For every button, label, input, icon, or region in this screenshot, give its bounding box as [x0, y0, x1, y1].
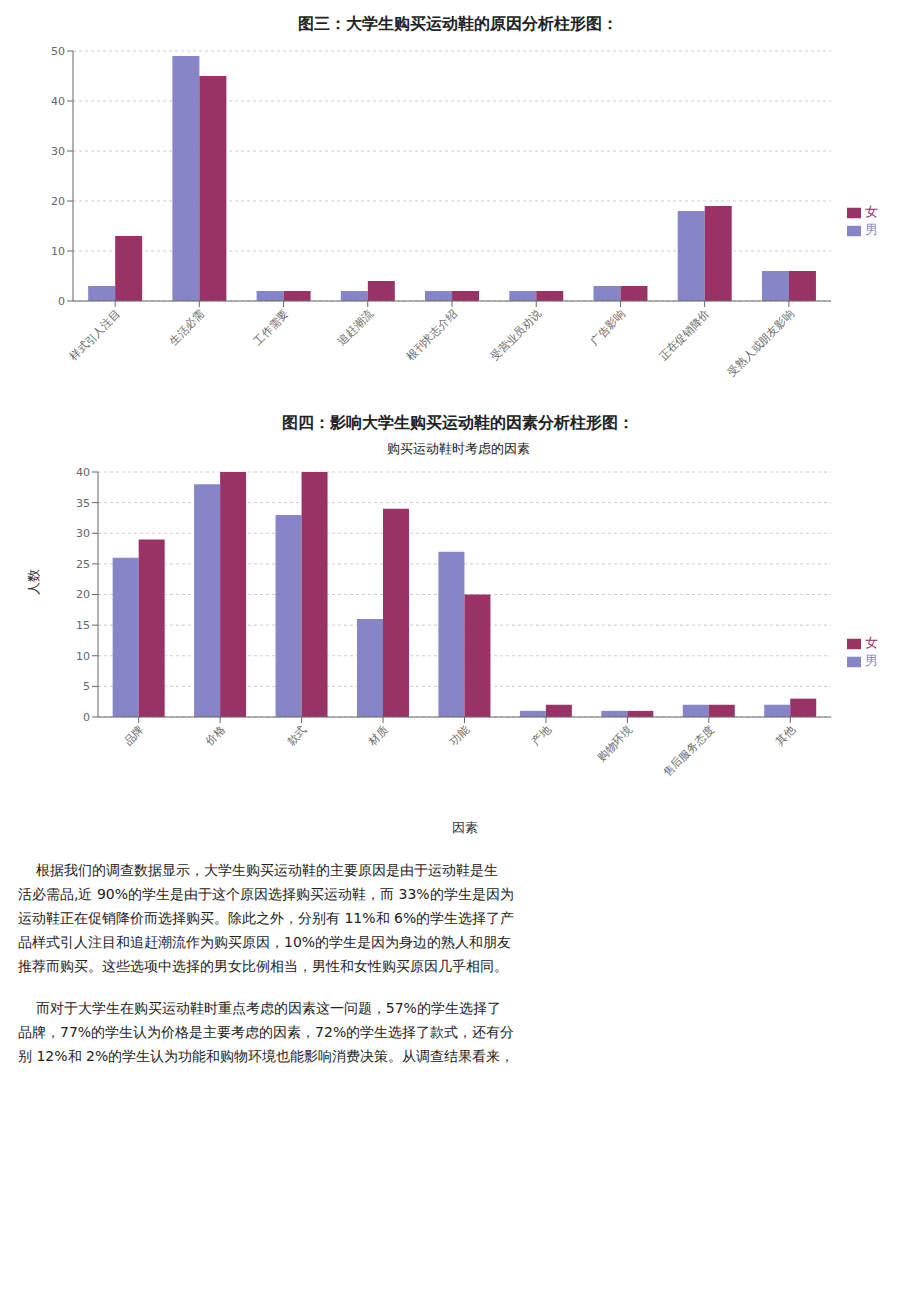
html-text:男: 男 — [865, 653, 878, 668]
svg-text:0: 0 — [83, 711, 90, 724]
html-text:图四：影响大学生购买运动鞋的因素分析柱形图：: 图四：影响大学生购买运动鞋的因素分析柱形图： — [282, 413, 634, 432]
svg-text:根刊求志介绍: 根刊求志介绍 — [404, 307, 460, 363]
html-text:根据我们的调查数据显示，大学生购买运动鞋的主要原因是由于运动: 根据我们的调查数据显示，大学生购买运动鞋的主要原因是由于运动鞋是生 — [18, 862, 498, 878]
svg-text:工作需要: 工作需要 — [251, 307, 291, 347]
svg-text:0: 0 — [58, 295, 65, 308]
svg-text:20: 20 — [51, 195, 65, 208]
svg-text:人数: 人数 — [26, 569, 41, 595]
svg-text:价格: 价格 — [202, 723, 227, 748]
svg-text:功能: 功能 — [447, 723, 472, 748]
svg-text:50: 50 — [51, 45, 65, 58]
svg-text:售后服务态度: 售后服务态度 — [661, 723, 717, 779]
svg-text:材质: 材质 — [365, 723, 390, 748]
svg-text:25: 25 — [76, 558, 90, 571]
html-text:活必需品,近 90%的学生是由于这个原因选择购买运动鞋，而: 活必需品,近 90%的学生是由于这个原因选择购买运动鞋，而 33%的学生是因为 — [18, 886, 514, 902]
svg-text:30: 30 — [51, 145, 65, 158]
svg-text:10: 10 — [76, 650, 90, 663]
svg-text:5: 5 — [83, 680, 90, 693]
html-text:品牌，77%的学生认为价格是主要考虑的因素，72%的学生选择: 品牌，77%的学生认为价格是主要考虑的因素，72%的学生选择了款式，还有分 — [18, 1024, 515, 1040]
svg-text:品牌: 品牌 — [122, 723, 147, 748]
svg-text:样式引人注目: 样式引人注目 — [67, 307, 123, 363]
svg-text:40: 40 — [51, 95, 65, 108]
html-text:品样式引人注目和追赶潮流作为购买原因，10%的学生是因为身边: 品样式引人注目和追赶潮流作为购买原因，10%的学生是因为身边的熟人和朋友 — [18, 934, 512, 950]
svg-text:受熟人或朋友影响: 受熟人或朋友影响 — [725, 307, 796, 378]
svg-text:正在促销降价: 正在促销降价 — [656, 307, 712, 363]
svg-text:追赶潮流: 追赶潮流 — [335, 307, 375, 347]
svg-text:产地: 产地 — [529, 723, 554, 748]
svg-text:10: 10 — [51, 245, 65, 258]
svg-text:其他: 其他 — [773, 723, 798, 748]
html-text:购买运动鞋时考虑的因素: 购买运动鞋时考虑的因素 — [386, 441, 530, 456]
svg-text:生活必需: 生活必需 — [167, 307, 207, 347]
svg-text:20: 20 — [76, 588, 90, 601]
svg-text:因素: 因素 — [452, 820, 478, 835]
svg-text:购物环境: 购物环境 — [595, 723, 635, 763]
html-text:而对于大学生在购买运动鞋时重点考虑的因素这一问题，57%的学: 而对于大学生在购买运动鞋时重点考虑的因素这一问题，57%的学生选择了 — [18, 1000, 501, 1016]
html-text:运动鞋正在促销降价而选择购买。除此之外，分别有 11%和 6: 运动鞋正在促销降价而选择购买。除此之外，分别有 11%和 6%的学生选择了产 — [18, 910, 515, 926]
svg-text:40: 40 — [76, 466, 90, 479]
html-text:女: 女 — [865, 635, 878, 650]
html-text:推荐而购买。这些选项中选择的男女比例相当，男性和女性购买原因: 推荐而购买。这些选项中选择的男女比例相当，男性和女性购买原因几乎相同。 — [18, 958, 508, 974]
html-text:图三：大学生购买运动鞋的原因分析柱形图：: 图三：大学生购买运动鞋的原因分析柱形图： — [298, 14, 618, 33]
svg-text:15: 15 — [76, 619, 90, 632]
svg-text:35: 35 — [76, 497, 90, 510]
svg-text:广告影响: 广告影响 — [588, 307, 628, 347]
html-text:别 12%和 2%的学生认为功能和购物环境也能影响消费决策。: 别 12%和 2%的学生认为功能和购物环境也能影响消费决策。从调查结果看来， — [18, 1048, 515, 1064]
html-text:女: 女 — [865, 204, 878, 219]
svg-text:受营业员劝说: 受营业员劝说 — [488, 307, 544, 363]
html-text:男: 男 — [865, 222, 878, 237]
svg-text:30: 30 — [76, 527, 90, 540]
svg-text:款式: 款式 — [285, 723, 310, 748]
